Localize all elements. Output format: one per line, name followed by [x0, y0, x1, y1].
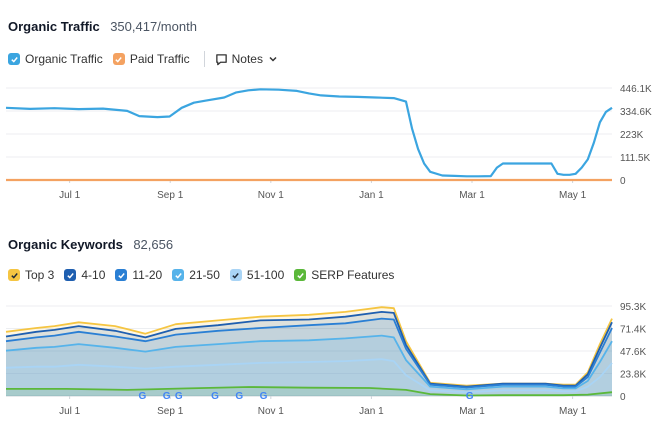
legend-11-20[interactable]: 11-20	[115, 268, 162, 282]
legend-51-100[interactable]: 51-100	[229, 268, 285, 282]
legend-label: 11-20	[132, 268, 163, 282]
series-line	[5, 88, 613, 178]
serp-google-icon: G	[175, 391, 183, 402]
y-tick-label: 223K	[620, 130, 644, 141]
legend-label: 4-10	[81, 268, 106, 282]
legend-4-10[interactable]: 4-10	[64, 268, 105, 282]
y-tick-label: 0	[620, 176, 626, 187]
x-tick-label: Sep 1	[157, 406, 184, 417]
legend-label: 51-100	[246, 268, 285, 282]
legend-label: 21-50	[189, 268, 220, 282]
series-line	[6, 386, 613, 397]
y-tick-label: 95.3K	[620, 302, 646, 313]
y-tick-label: 71.4K	[620, 325, 646, 336]
checkbox-checked-icon[interactable]	[172, 269, 185, 281]
serp-google-icon: G	[163, 391, 171, 402]
comment-icon	[215, 53, 227, 65]
legend-21-50[interactable]: 21-50	[172, 268, 220, 282]
series-line	[5, 334, 613, 391]
keywords-header: Organic Keywords 82,656	[8, 236, 173, 254]
checkbox-checked-icon[interactable]	[8, 269, 20, 281]
x-tick-label: May 1	[559, 190, 587, 201]
traffic-title: Organic Traffic	[8, 19, 100, 34]
checkbox-checked-icon[interactable]	[8, 53, 20, 65]
series-area	[6, 318, 612, 396]
legend-paid-traffic[interactable]: Paid Traffic	[112, 52, 190, 66]
traffic-legend: Organic Traffic Paid Traffic Notes	[8, 51, 278, 67]
legend-label: Paid Traffic	[129, 52, 190, 66]
x-tick-label: May 1	[559, 406, 587, 417]
x-tick-label: Jul 1	[59, 406, 81, 417]
notes-dropdown[interactable]: Notes	[215, 52, 278, 66]
series-area	[6, 307, 612, 396]
keywords-legend: Top 3 4-10 11-20 21-50 51-100 SERP Featu…	[8, 268, 404, 282]
traffic-chart: 446.1K 334.6K 223K 111.5K 0 Jul 1 Sep 1 Nov 1 Ja…	[5, 84, 652, 201]
x-tick-label: Mar 1	[459, 190, 485, 201]
legend-label: Organic Traffic	[25, 52, 103, 66]
traffic-header: Organic Traffic 350,417/month	[8, 18, 197, 36]
x-tick-label: Jul 1	[59, 190, 81, 201]
legend-label: Top 3	[25, 268, 55, 282]
legend-organic-traffic[interactable]: Organic Traffic	[8, 52, 103, 66]
series-line	[5, 358, 613, 394]
chevron-down-icon	[269, 56, 277, 62]
y-tick-label: 47.6K	[620, 347, 646, 358]
legend-label: SERP Features	[311, 268, 395, 282]
checkbox-checked-icon[interactable]	[112, 53, 125, 65]
series-area	[6, 311, 612, 396]
serp-google-icon: G	[235, 391, 243, 402]
x-tick-label: Mar 1	[459, 406, 485, 417]
checkbox-checked-icon[interactable]	[294, 269, 307, 281]
traffic-metric: 350,417/month	[110, 19, 197, 34]
x-tick-label: Nov 1	[258, 406, 285, 417]
y-tick-label: 446.1K	[620, 84, 652, 95]
legend-serp-features[interactable]: SERP Features	[294, 268, 394, 282]
series-line	[5, 317, 613, 389]
series-line	[5, 311, 613, 388]
y-tick-label: 111.5K	[620, 153, 651, 164]
y-tick-label: 23.8K	[620, 370, 646, 381]
y-tick-label: 0	[620, 392, 626, 403]
x-tick-label: Nov 1	[258, 190, 285, 201]
legend-top-3[interactable]: Top 3	[8, 268, 54, 282]
keywords-chart: 95.3K 71.4K 47.6K 23.8K 0 Jul 1 Sep 1 Nov 1 Jan …	[5, 302, 646, 417]
serp-google-icon: G	[211, 391, 219, 402]
serp-google-icon: G	[260, 391, 268, 402]
checkbox-checked-icon[interactable]	[64, 269, 77, 281]
x-tick-label: Jan 1	[359, 190, 384, 201]
checkbox-checked-icon[interactable]	[115, 269, 128, 281]
serp-google-icon: G	[466, 391, 474, 402]
checkbox-checked-icon[interactable]	[229, 269, 242, 281]
x-tick-label: Sep 1	[157, 190, 184, 201]
keywords-metric: 82,656	[133, 237, 174, 252]
notes-label: Notes	[231, 52, 263, 66]
y-tick-label: 334.6K	[620, 107, 652, 118]
keywords-title: Organic Keywords	[8, 237, 123, 252]
series-area	[6, 335, 612, 396]
serp-google-icon: G	[138, 391, 146, 402]
x-tick-label: Jan 1	[359, 406, 384, 417]
legend-divider	[203, 51, 205, 67]
